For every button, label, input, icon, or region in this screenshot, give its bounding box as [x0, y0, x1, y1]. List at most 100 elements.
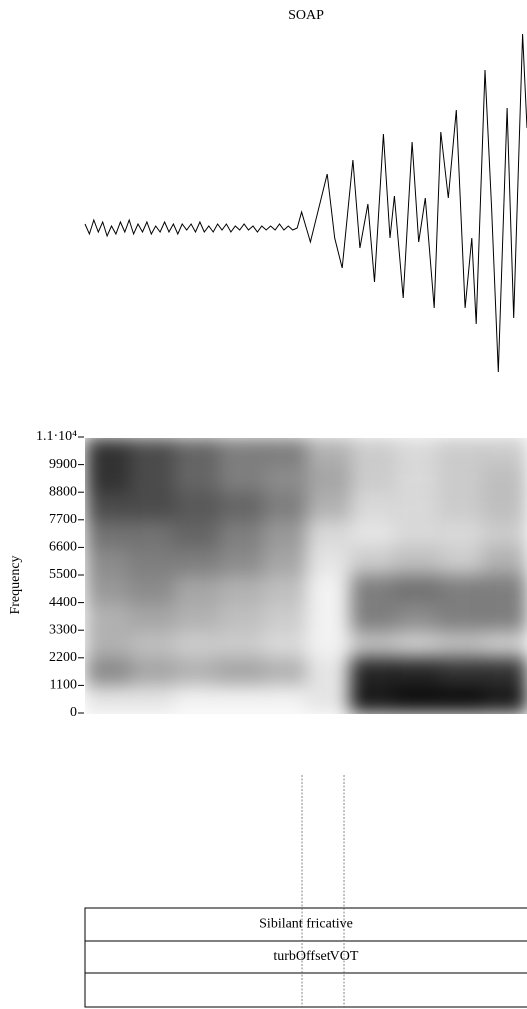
spectrogram-cell: [173, 519, 219, 548]
spectrogram-cell: [173, 657, 219, 686]
spectrogram-cell: [261, 438, 307, 466]
spectrogram-cell: [482, 492, 527, 521]
spectrogram-cell: [394, 519, 440, 548]
spectrogram-cell: [350, 519, 395, 548]
spectrogram-cell: [394, 464, 440, 493]
spectrogram-cell: [394, 547, 440, 576]
spectrogram-cell: [394, 685, 440, 714]
spectrogram-cell: [85, 519, 130, 548]
spectrogram-cell: [350, 547, 395, 576]
spectrogram-cell: [438, 464, 484, 493]
spectrogram-cell: [261, 575, 307, 604]
spectrogram-cell: [482, 630, 527, 659]
spectrogram-cell: [438, 575, 484, 604]
spectrogram-cell: [85, 547, 130, 576]
spectrogram-cell: [173, 547, 219, 576]
spectrogram-cell: [261, 602, 307, 631]
spectrogram-cell: [129, 464, 174, 493]
point-label: turbOffset: [273, 949, 330, 964]
spectrogram-cell: [482, 657, 527, 686]
spectrogram-cell: [482, 602, 527, 631]
spectrogram-cell: [173, 602, 219, 631]
spectrogram-cell: [129, 630, 174, 659]
spectrogram-cell: [85, 630, 130, 659]
spectrogram-cell: [394, 602, 440, 631]
waveform: [84, 33, 527, 373]
spectrogram-cell: [306, 575, 351, 604]
spectrogram-cell: [438, 519, 484, 548]
spectrogram-cell: [261, 547, 307, 576]
spectrogram-cell: [350, 685, 395, 714]
spectrogram-cell: [173, 630, 219, 659]
y-tick-label: 6600: [49, 540, 77, 555]
spectrogram-cell: [129, 575, 174, 604]
y-tick-label: 0: [70, 705, 77, 720]
y-tick-label: 9900: [49, 457, 77, 472]
spectrogram-cell: [438, 630, 484, 659]
spectrogram-cell: [129, 547, 174, 576]
spectrogram-cell: [85, 464, 130, 493]
spectrogram-cell: [217, 438, 263, 466]
spectrogram: [85, 438, 527, 714]
spectrogram-cell: [350, 438, 395, 466]
spectrogram-cell: [482, 685, 527, 714]
spectrogram-cell: [350, 657, 395, 686]
spectrogram-cell: [217, 575, 263, 604]
spectrogram-cell: [394, 657, 440, 686]
spectrogram-cell: [306, 685, 351, 714]
spectrogram-cell: [482, 519, 527, 548]
spectrogram-cell: [217, 602, 263, 631]
point-label: VOT: [330, 949, 359, 964]
spectrogram-cell: [306, 657, 351, 686]
spectrogram-cell: [438, 602, 484, 631]
spectrogram-cell: [129, 438, 174, 466]
y-tick-label: 5500: [49, 567, 77, 582]
interval-label: Sibilant fricative: [259, 917, 353, 932]
y-tick-label: 7700: [49, 512, 77, 527]
spectrogram-cell: [394, 630, 440, 659]
spectrogram-cell: [173, 464, 219, 493]
spectrogram-cell: [482, 438, 527, 466]
spectrogram-cell: [350, 464, 395, 493]
spectrogram-cell: [85, 492, 130, 521]
spectrogram-cell: [85, 575, 130, 604]
spectrogram-cell: [306, 630, 351, 659]
spectrogram-cells: [85, 438, 527, 714]
spectrogram-cell: [217, 547, 263, 576]
spectrogram-cell: [306, 464, 351, 493]
tier-frame: [84, 907, 527, 1008]
spectrogram-cell: [438, 547, 484, 576]
spectrogram-cell: [217, 519, 263, 548]
spectrogram-cell: [217, 657, 263, 686]
spectrogram-cell: [438, 438, 484, 466]
spectrogram-cell: [350, 492, 395, 521]
spectrogram-cell: [129, 519, 174, 548]
spectrogram-cell: [438, 492, 484, 521]
spectrogram-cell: [217, 464, 263, 493]
spectrogram-cell: [306, 519, 351, 548]
spectrogram-cell: [261, 685, 307, 714]
spectrogram-cell: [438, 657, 484, 686]
y-axis-label: Frequency: [8, 555, 23, 614]
spectrogram-cell: [350, 575, 395, 604]
spectrogram-cell: [261, 630, 307, 659]
spectrogram-cell: [217, 492, 263, 521]
spectrogram-cell: [85, 685, 130, 714]
spectrogram-cell: [394, 492, 440, 521]
spectrogram-cell: [85, 657, 130, 686]
spectrogram-cell: [261, 492, 307, 521]
spectrogram-cell: [217, 630, 263, 659]
spectrogram-cell: [482, 575, 527, 604]
spectrogram-cell: [261, 464, 307, 493]
spectrogram-cell: [173, 438, 219, 466]
spectrogram-cell: [173, 685, 219, 714]
y-tick-label: 3300: [49, 622, 77, 637]
spectrogram-cell: [306, 438, 351, 466]
spectrogram-cell: [350, 630, 395, 659]
spectrogram-cell: [482, 547, 527, 576]
spectrogram-cell: [85, 438, 130, 466]
spectrogram-cell: [306, 547, 351, 576]
y-tick-label: 1100: [50, 678, 77, 693]
spectrogram-cell: [217, 685, 263, 714]
